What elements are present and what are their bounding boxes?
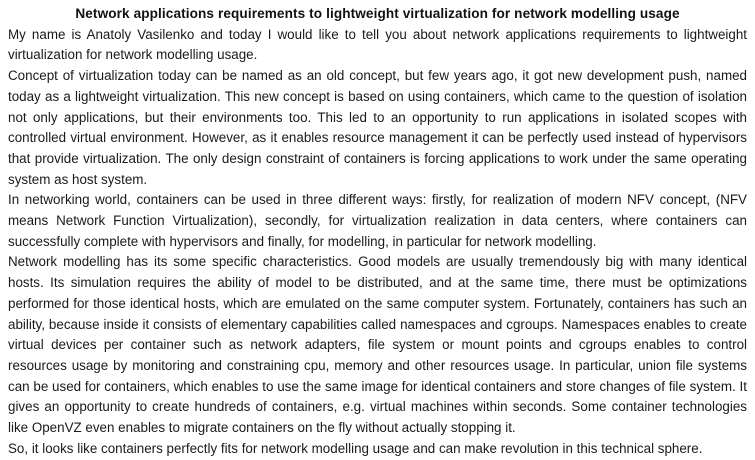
paragraph-network-modelling-characteristics: Network modelling has its some specific …	[8, 254, 747, 436]
paragraph-intro: My name is Anatoly Vasilenko and today I…	[8, 26, 747, 63]
document-title: Network applications requirements to lig…	[75, 6, 680, 21]
paragraph-container-use-cases: In networking world, containers can be u…	[8, 192, 747, 249]
paragraph-conclusion: So, it looks like containers perfectly f…	[8, 440, 703, 456]
paragraph-virtualization-concept: Concept of virtualization today can be n…	[8, 68, 747, 187]
